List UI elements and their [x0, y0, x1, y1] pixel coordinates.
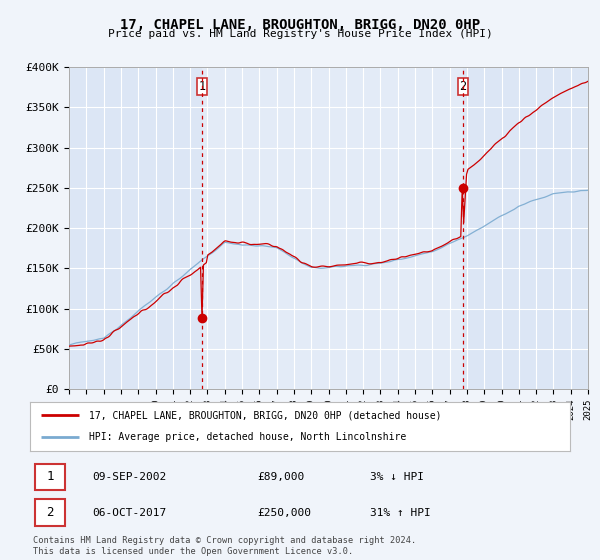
Text: 17, CHAPEL LANE, BROUGHTON, BRIGG, DN20 0HP: 17, CHAPEL LANE, BROUGHTON, BRIGG, DN20 … [120, 18, 480, 32]
Text: Price paid vs. HM Land Registry's House Price Index (HPI): Price paid vs. HM Land Registry's House … [107, 29, 493, 39]
Text: 17, CHAPEL LANE, BROUGHTON, BRIGG, DN20 0HP (detached house): 17, CHAPEL LANE, BROUGHTON, BRIGG, DN20 … [89, 410, 442, 421]
Text: 06-OCT-2017: 06-OCT-2017 [92, 508, 166, 517]
Text: 2: 2 [47, 506, 54, 519]
Text: HPI: Average price, detached house, North Lincolnshire: HPI: Average price, detached house, Nort… [89, 432, 407, 442]
Text: 3% ↓ HPI: 3% ↓ HPI [370, 472, 424, 482]
Text: £250,000: £250,000 [257, 508, 311, 517]
Text: Contains HM Land Registry data © Crown copyright and database right 2024.
This d: Contains HM Land Registry data © Crown c… [33, 536, 416, 556]
Bar [202, 67, 463, 389]
Text: 31% ↑ HPI: 31% ↑ HPI [370, 508, 431, 517]
Text: £89,000: £89,000 [257, 472, 304, 482]
Text: 09-SEP-2002: 09-SEP-2002 [92, 472, 166, 482]
Text: 1: 1 [199, 80, 206, 93]
Text: 1: 1 [47, 470, 54, 483]
Bar [35, 500, 65, 526]
Bar [35, 464, 65, 490]
Text: 2: 2 [460, 80, 466, 93]
